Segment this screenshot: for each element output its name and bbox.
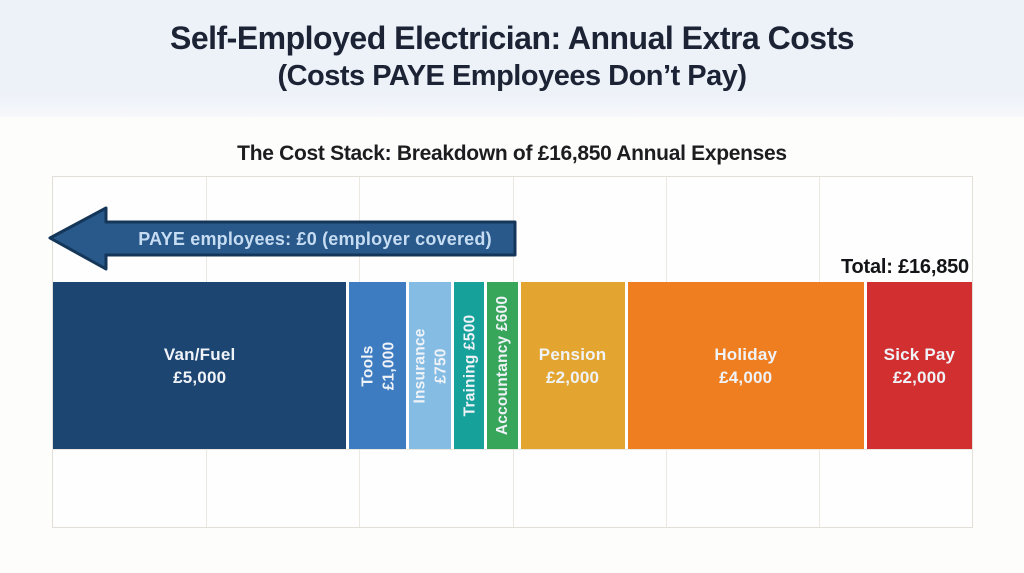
bar-segment-insurance: Insurance £750 [409, 282, 452, 449]
segment-label: Insurance £750 [411, 327, 450, 404]
bar-segment-accountancy: Accountancy £600 [487, 282, 518, 449]
page-title-line2: (Costs PAYE Employees Don’t Pay) [277, 60, 747, 92]
segment-label: Holiday £4,000 [714, 344, 778, 387]
paye-annotation-arrow: PAYE employees: £0 (employer covered) [47, 205, 517, 271]
segment-label: Pension £2,000 [538, 344, 607, 387]
left-arrow-icon: PAYE employees: £0 (employer covered) [48, 206, 517, 271]
segment-label: Training £500 [460, 314, 478, 417]
stacked-bar: Van/Fuel £5,000 Tools £1,000 Insurance £… [53, 282, 972, 449]
bar-segment-van-fuel: Van/Fuel £5,000 [53, 282, 347, 449]
bar-segment-training: Training £500 [454, 282, 485, 449]
plot-area: PAYE employees: £0 (employer covered) To… [48, 176, 973, 528]
bar-segment-pension: Pension £2,000 [520, 282, 625, 449]
segment-label: Sick Pay £2,000 [883, 344, 956, 387]
bar-segment-tools: Tools £1,000 [349, 282, 407, 449]
segment-label: Accountancy £600 [493, 295, 511, 436]
gridline-horizontal [53, 449, 972, 450]
header: Self-Employed Electrician: Annual Extra … [0, 0, 1024, 117]
bar-segment-sick-pay: Sick Pay £2,000 [866, 282, 972, 449]
paye-annotation-label: PAYE employees: £0 (employer covered) [138, 229, 492, 249]
total-label: Total: £16,850 [840, 256, 969, 278]
page-title-line1: Self-Employed Electrician: Annual Extra … [169, 20, 855, 56]
bar-segment-holiday: Holiday £4,000 [627, 282, 864, 449]
segment-label: Van/Fuel £5,000 [163, 344, 236, 387]
segment-label: Tools £1,000 [358, 341, 397, 390]
chart-title: The Cost Stack: Breakdown of £16,850 Ann… [237, 142, 787, 165]
